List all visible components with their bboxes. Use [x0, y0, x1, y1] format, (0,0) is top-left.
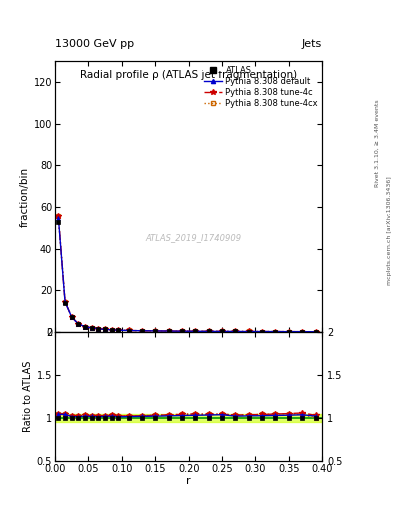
Text: Radial profile ρ (ATLAS jet fragmentation): Radial profile ρ (ATLAS jet fragmentatio… [80, 70, 297, 79]
Text: Rivet 3.1.10, ≥ 3.4M events: Rivet 3.1.10, ≥ 3.4M events [375, 99, 380, 187]
Text: Jets: Jets [302, 38, 322, 49]
Bar [55, 414, 322, 422]
Y-axis label: fraction/bin: fraction/bin [20, 166, 29, 227]
Text: 13000 GeV pp: 13000 GeV pp [55, 38, 134, 49]
Text: ATLAS_2019_I1740909: ATLAS_2019_I1740909 [146, 233, 242, 242]
Legend: ATLAS, Pythia 8.308 default, Pythia 8.308 tune-4c, Pythia 8.308 tune-4cx: ATLAS, Pythia 8.308 default, Pythia 8.30… [202, 64, 320, 110]
X-axis label: r: r [186, 476, 191, 486]
Y-axis label: Ratio to ATLAS: Ratio to ATLAS [23, 360, 33, 432]
Text: mcplots.cern.ch [arXiv:1306.3436]: mcplots.cern.ch [arXiv:1306.3436] [387, 176, 391, 285]
